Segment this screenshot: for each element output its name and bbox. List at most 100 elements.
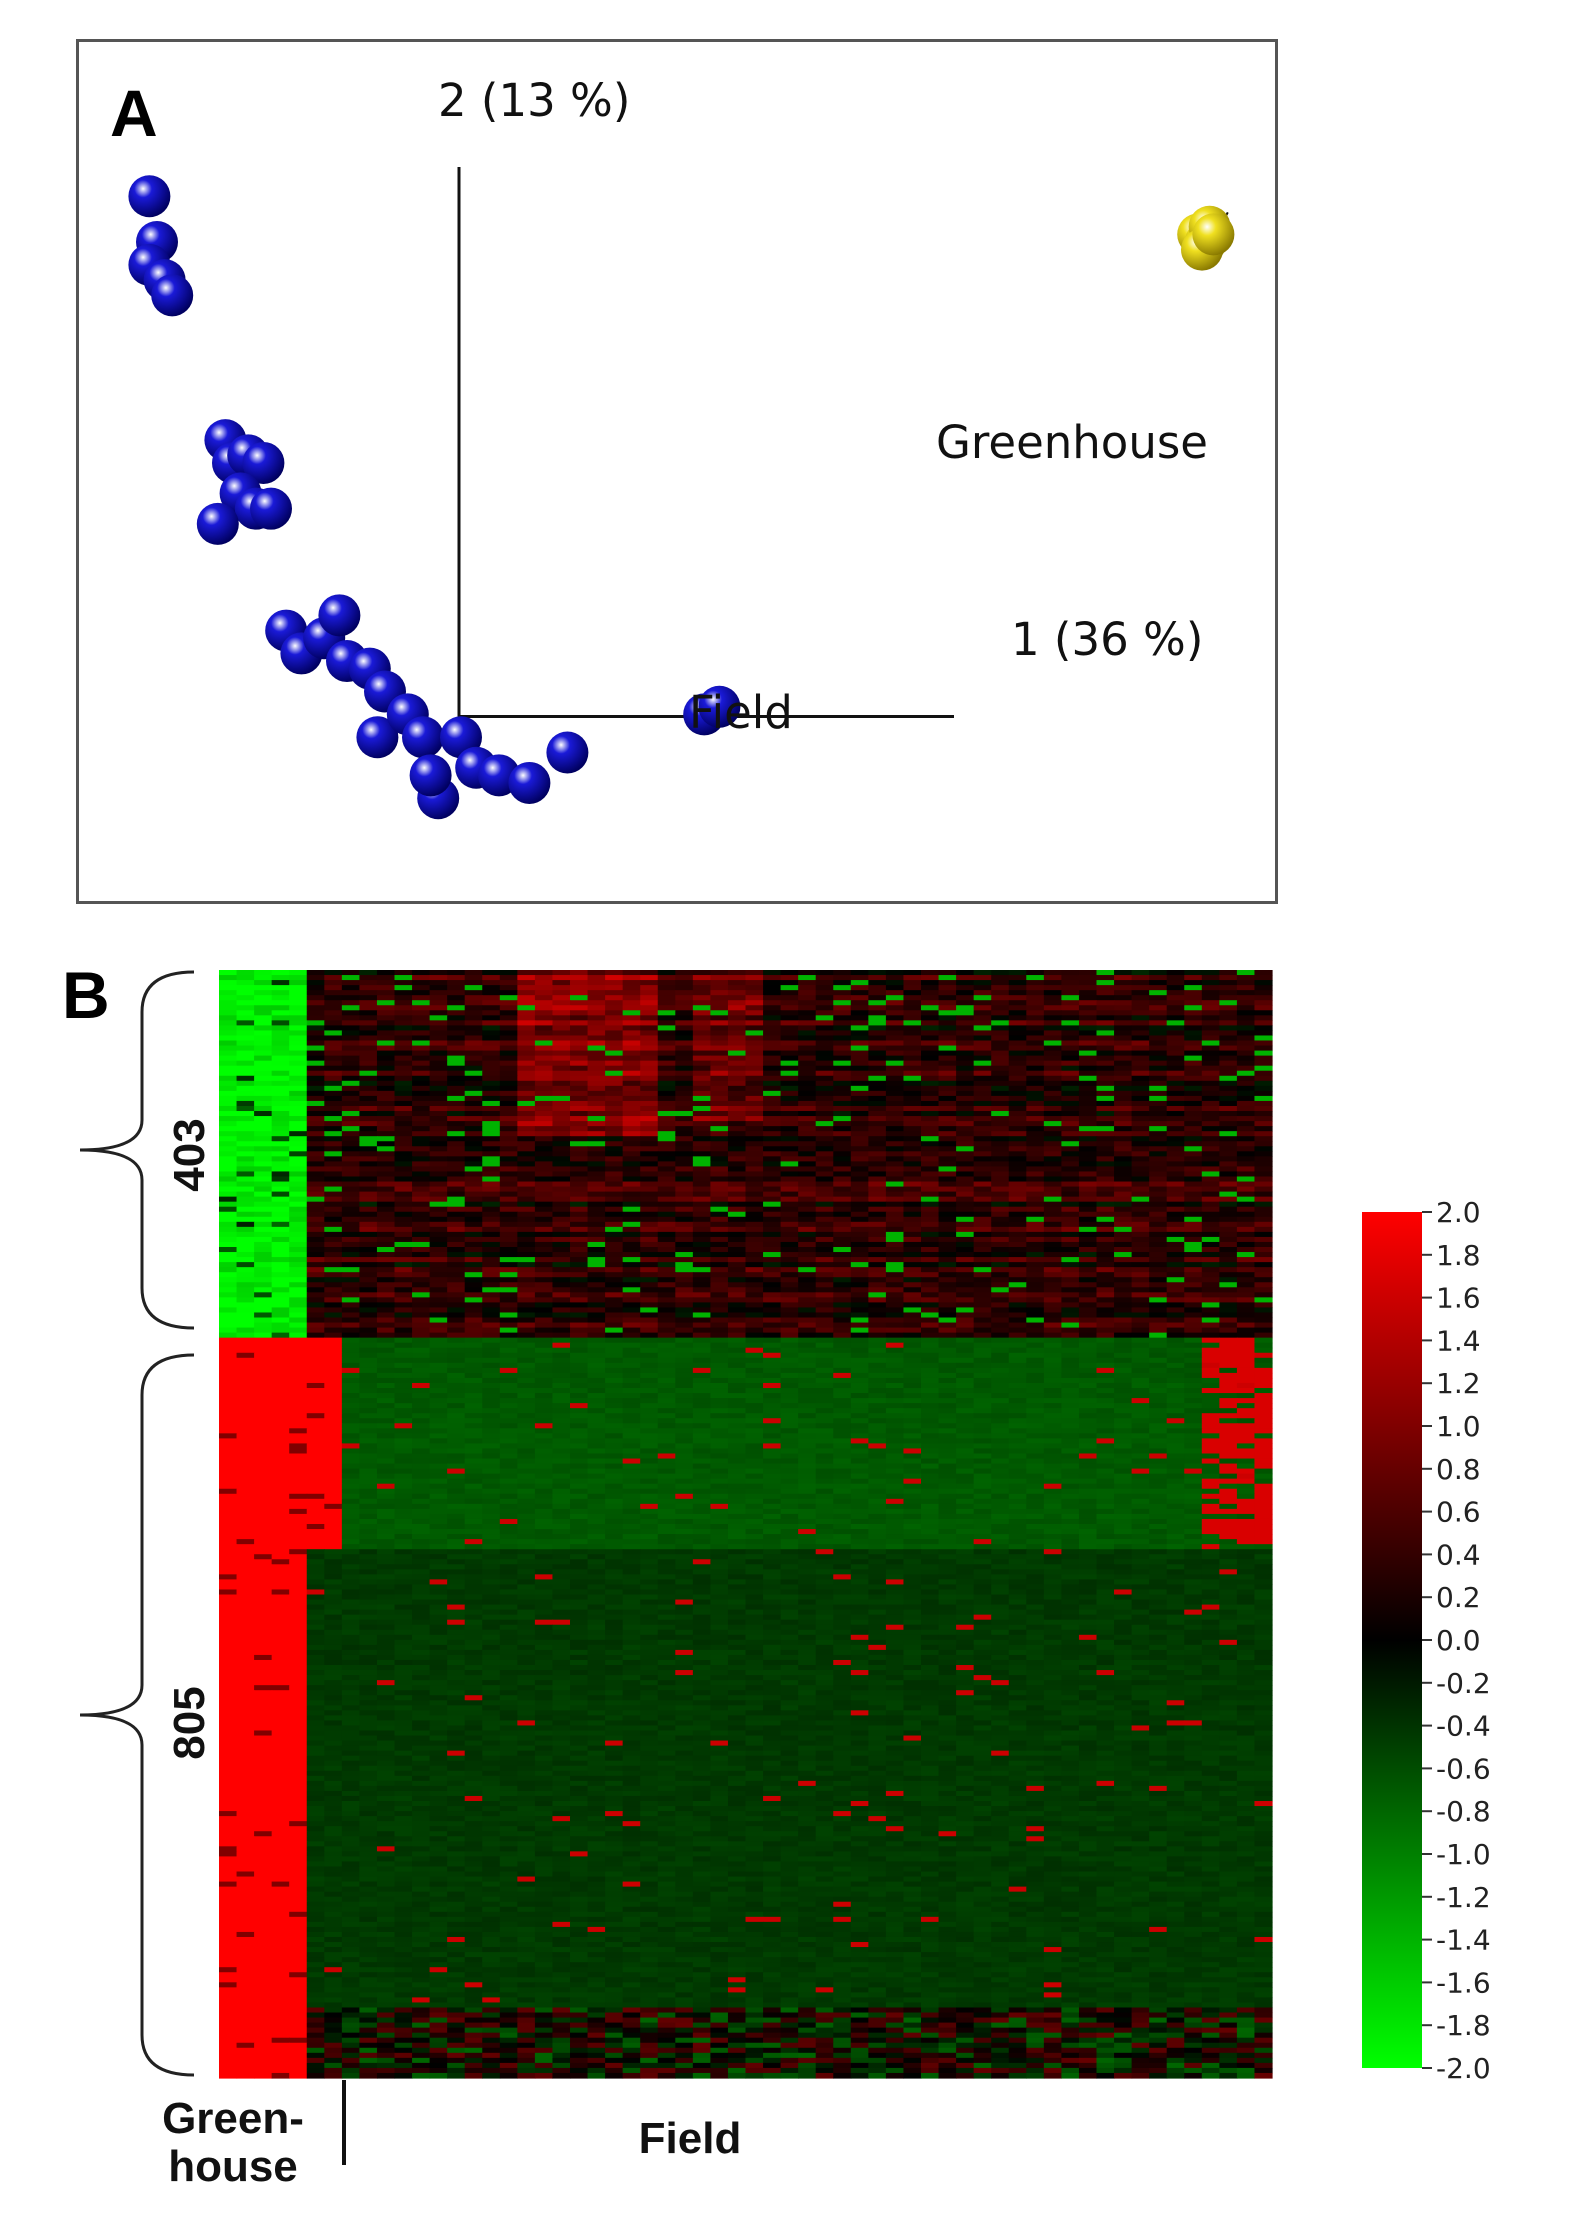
- heatmap-cell: [412, 1050, 431, 1057]
- heatmap-cell: [798, 1231, 817, 1238]
- heatmap-cell: [499, 1050, 518, 1057]
- heatmap-cell: [482, 1262, 501, 1268]
- heatmap-cell: [657, 1035, 676, 1042]
- heatmap-cell: [833, 1377, 852, 1384]
- heatmap-cell: [640, 1337, 659, 1344]
- heatmap-cell: [324, 1241, 343, 1248]
- heatmap-cell: [1043, 1191, 1062, 1198]
- heatmap-cell: [1061, 1327, 1080, 1334]
- heatmap-cell: [517, 1317, 536, 1324]
- heatmap-cell: [938, 1216, 957, 1223]
- heatmap-cell: [324, 1015, 343, 1021]
- heatmap-cell: [1184, 1095, 1203, 1102]
- heatmap-cell: [1061, 1272, 1080, 1278]
- heatmap-cell: [324, 1151, 343, 1157]
- heatmap-cell: [447, 1045, 466, 1052]
- heatmap-cell: [1078, 1221, 1098, 1228]
- heatmap-cell: [359, 1131, 378, 1137]
- heatmap-cell: [1184, 1090, 1203, 1097]
- heatmap-cell: [1078, 1247, 1098, 1253]
- heatmap-cell: [622, 970, 641, 976]
- heatmap-cell: [219, 1040, 238, 1047]
- heatmap-cell: [780, 1262, 799, 1268]
- heatmap-cell: [517, 1000, 536, 1006]
- heatmap-cell: [289, 1050, 308, 1057]
- heatmap-cell: [341, 1362, 360, 1369]
- heatmap-cell: [622, 1151, 641, 1157]
- heatmap-cell: [780, 1015, 799, 1021]
- heatmap-cell: [1008, 1236, 1027, 1243]
- heatmap-cell: [868, 1322, 887, 1329]
- heatmap-cell: [1149, 990, 1168, 996]
- heatmap-cell: [1078, 1131, 1098, 1137]
- heatmap-cell: [991, 995, 1010, 1001]
- heatmap-cell: [254, 1262, 273, 1268]
- heatmap-cell: [359, 1040, 378, 1047]
- heatmap-cell: [745, 1241, 764, 1248]
- heatmap-cell: [640, 1136, 659, 1142]
- heatmap-cell: [885, 1322, 905, 1329]
- heatmap-cell: [359, 1121, 378, 1127]
- heatmap-cell: [798, 1372, 817, 1379]
- heatmap-cell: [341, 1302, 360, 1309]
- heatmap-cell: [798, 1342, 817, 1349]
- heatmap-cell: [289, 1262, 308, 1268]
- heatmap-cell: [727, 1085, 747, 1092]
- heatmap-cell: [815, 1352, 834, 1359]
- heatmap-cell: [1149, 1181, 1168, 1188]
- heatmap-cell: [1166, 1307, 1185, 1314]
- heatmap-cell: [1254, 1257, 1273, 1263]
- heatmap-cell: [640, 1151, 659, 1157]
- heatmap-cell: [447, 1090, 466, 1097]
- heatmap-cell: [938, 1302, 957, 1309]
- heatmap-cell: [833, 1231, 852, 1238]
- heatmap-cell: [833, 1141, 852, 1147]
- heatmap-cell: [341, 1166, 360, 1173]
- heatmap-cell: [236, 1312, 255, 1319]
- heatmap-cell: [815, 1322, 834, 1329]
- heatmap-cell: [1184, 1337, 1203, 1344]
- heatmap-cell: [1114, 1377, 1133, 1384]
- heatmap-cell: [447, 1352, 466, 1359]
- heatmap-cell: [1149, 1347, 1168, 1354]
- heatmap-cell: [710, 1231, 729, 1238]
- heatmap-cell: [517, 975, 536, 981]
- heatmap-cell: [675, 1241, 694, 1248]
- heatmap-cell: [482, 1282, 501, 1288]
- heatmap-cell: [885, 1141, 905, 1147]
- heatmap-cell: [798, 1377, 817, 1384]
- heatmap-cell: [429, 1095, 448, 1102]
- heatmap-cell: [306, 1176, 325, 1183]
- heatmap-cell: [341, 1015, 360, 1021]
- heatmap-cell: [1026, 1146, 1045, 1152]
- heatmap-cell: [903, 1322, 922, 1329]
- heatmap-cell: [341, 1317, 360, 1324]
- heatmap-cell: [605, 1367, 624, 1374]
- heatmap-cell: [1184, 990, 1203, 996]
- heatmap-cell: [692, 1090, 711, 1097]
- heatmap-cell: [429, 1085, 448, 1092]
- heatmap-cell: [1043, 1221, 1062, 1228]
- heatmap-cell: [394, 1186, 413, 1193]
- heatmap-cell: [1026, 1307, 1045, 1314]
- heatmap-cell: [991, 1095, 1010, 1102]
- heatmap-cell: [534, 1327, 554, 1334]
- heatmap-cell: [1201, 1020, 1220, 1026]
- heatmap-cell: [657, 1322, 676, 1329]
- heatmap-cell: [1131, 1146, 1150, 1152]
- heatmap-cell: [429, 1040, 448, 1047]
- heatmap-cell: [1131, 1357, 1150, 1364]
- heatmap-cell: [657, 1211, 676, 1218]
- heatmap-cell: [464, 970, 483, 976]
- heatmap-cell: [1166, 1257, 1185, 1263]
- heatmap-cell: [1219, 1166, 1238, 1173]
- heatmap-cell: [973, 1226, 992, 1233]
- heatmap-cell: [271, 1090, 290, 1097]
- heatmap-cell: [1131, 1226, 1150, 1233]
- heatmap-cell: [341, 1181, 360, 1188]
- heatmap-cell: [956, 980, 975, 986]
- heatmap-cell: [675, 1337, 694, 1344]
- heatmap-cell: [1219, 1060, 1238, 1067]
- heatmap-cell: [306, 1050, 325, 1057]
- heatmap-cell: [359, 1352, 378, 1359]
